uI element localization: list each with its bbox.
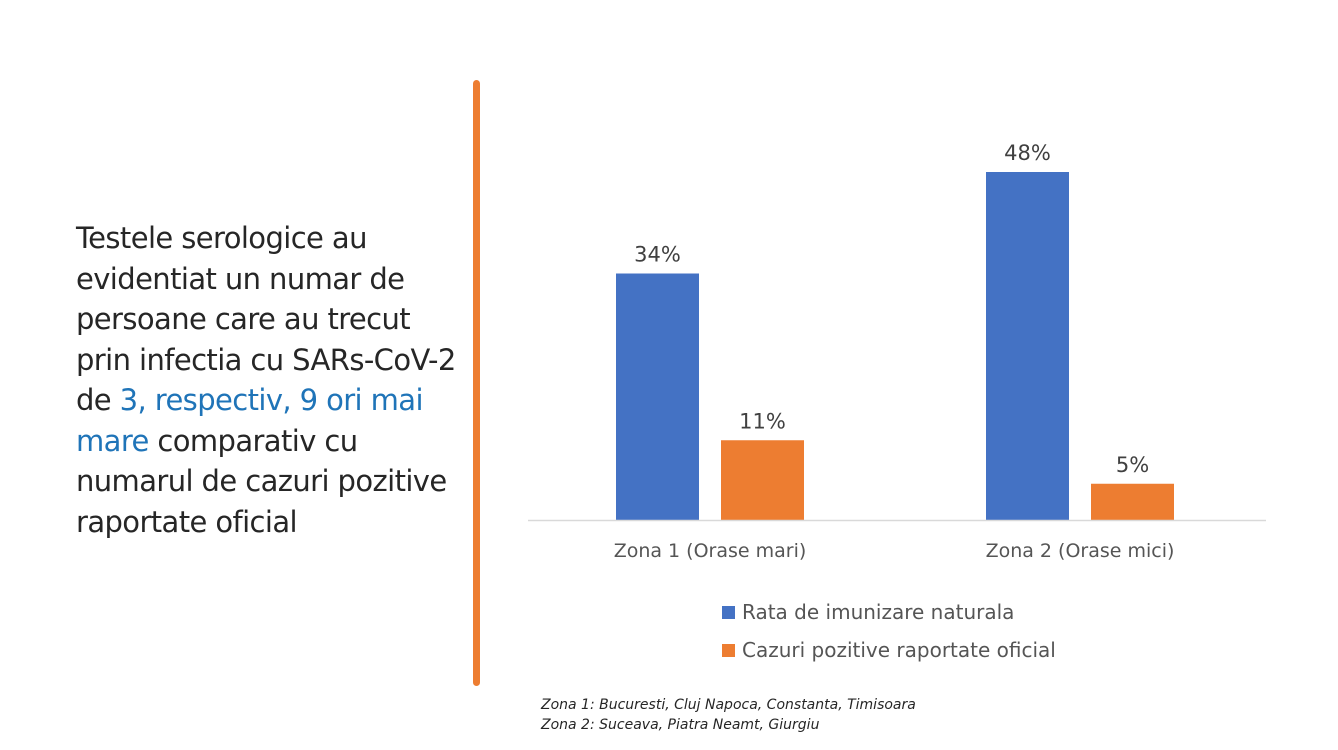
summary-text-intro: Testele serologice au evidentiat un numa… xyxy=(76,221,456,417)
footnote-zone-1: Zona 1: Bucuresti, Cluj Napoca, Constant… xyxy=(541,697,916,713)
data-label-1-1: 5% xyxy=(1116,453,1149,477)
data-label-1-0: 11% xyxy=(739,409,786,433)
summary-text-conclusion: comparativ cu numarul de cazuri pozitive… xyxy=(76,423,447,539)
category-label-0: Zona 1 (Orase mari) xyxy=(614,540,807,562)
vertical-divider xyxy=(473,80,480,686)
legend-item-0: Rata de imunizare naturala xyxy=(722,598,1056,626)
bar-1-0 xyxy=(721,440,804,520)
legend-swatch-1 xyxy=(722,643,735,657)
bar-0-1 xyxy=(986,172,1069,520)
legend-label-1: Cazuri pozitive raportate oficial xyxy=(742,638,1056,662)
legend-item-1: Cazuri pozitive raportate oficial xyxy=(722,636,1056,664)
chart-legend: Rata de imunizare naturala Cazuri poziti… xyxy=(722,598,1056,674)
summary-text-highlight: 3, respectiv, 9 ori mai mare xyxy=(76,383,424,458)
bar-0-0 xyxy=(616,273,699,520)
legend-label-0: Rata de imunizare naturala xyxy=(742,600,1015,624)
legend-swatch-0 xyxy=(722,605,735,619)
footnote-zone-2: Zona 2: Suceava, Piatra Neamt, Giurgiu xyxy=(541,717,820,733)
footnotes: Zona 1: Bucuresti, Cluj Napoca, Constant… xyxy=(541,695,916,735)
bar-chart: 34% 11% Zona 1 (Orase mari) 48% 5% Zona 2 (Or… xyxy=(528,141,1266,562)
category-label-1: Zona 2 (Orase mici) xyxy=(986,540,1175,562)
summary-text: Testele serologice au evidentiat un numa… xyxy=(76,218,456,542)
data-label-0-1: 48% xyxy=(1004,141,1051,165)
data-label-0-0: 34% xyxy=(634,243,681,267)
bar-1-1 xyxy=(1091,483,1174,520)
